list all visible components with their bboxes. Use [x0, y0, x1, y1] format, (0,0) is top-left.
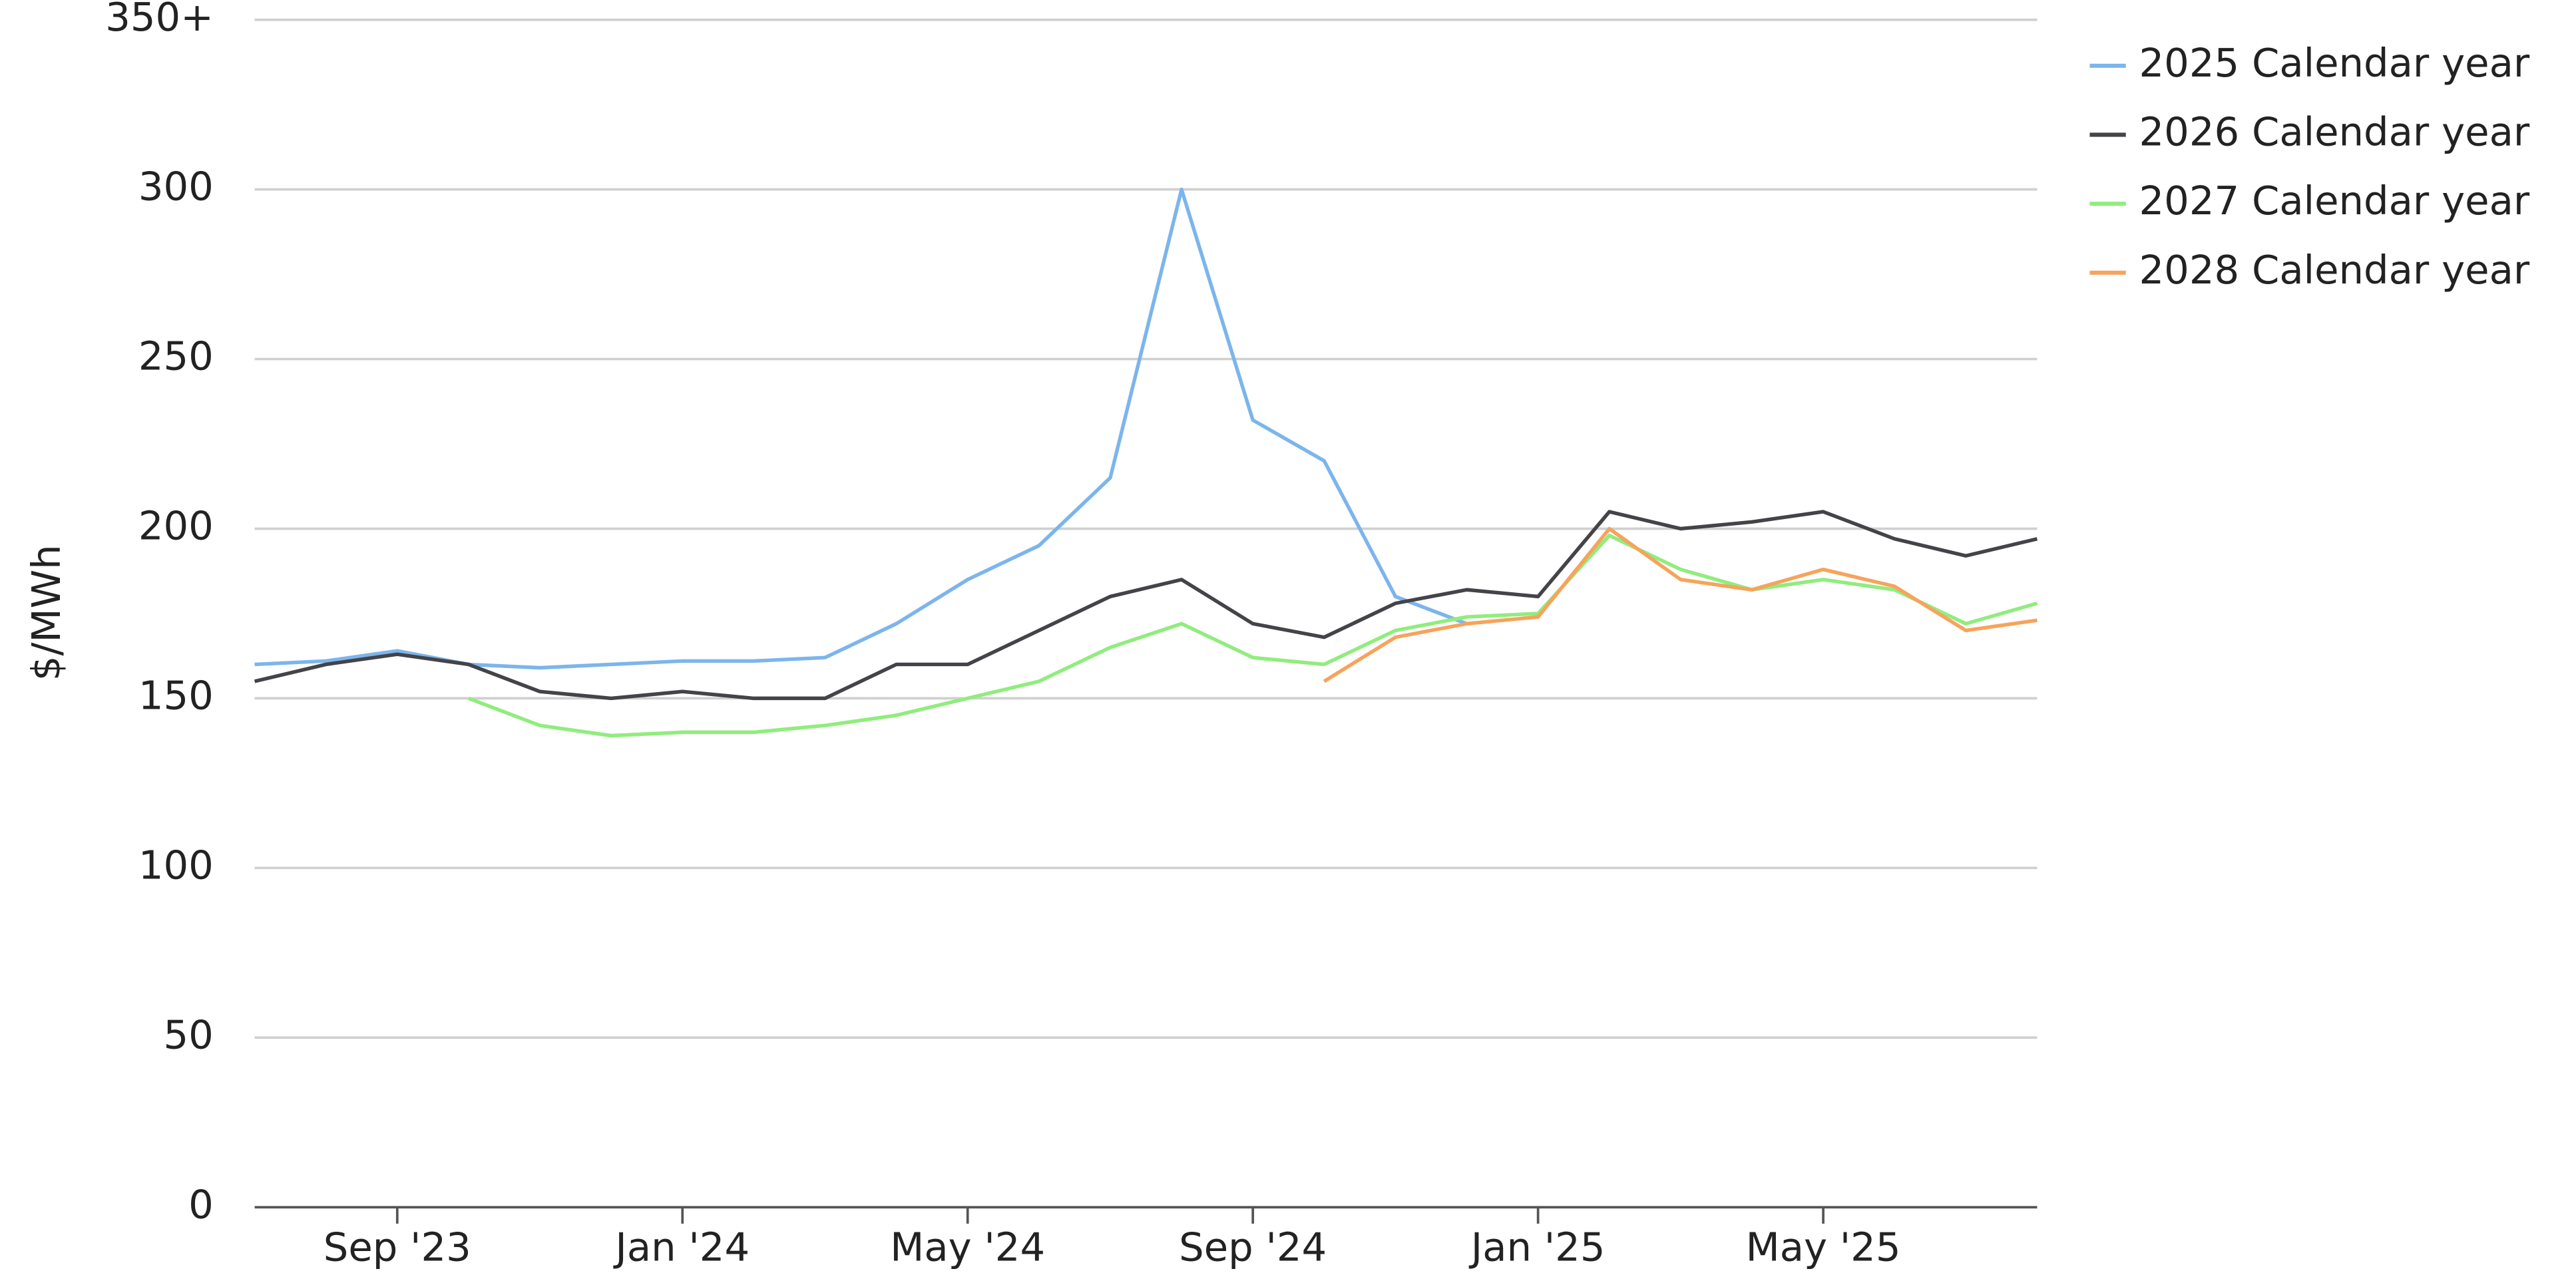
x-tick-label: Sep '24 [1179, 1224, 1327, 1270]
y-tick-label: 0 [188, 1181, 214, 1227]
y-axis-label: $/MWh [23, 544, 69, 681]
y-tick-label: 200 [138, 503, 214, 549]
x-tick-label: Jan '25 [1468, 1224, 1606, 1270]
series-line [1323, 526, 2038, 683]
legend-label[interactable]: 2028 Calendar year [2139, 247, 2529, 293]
y-tick-label: 350+ [105, 0, 214, 40]
legend-label[interactable]: 2025 Calendar year [2139, 40, 2529, 86]
x-tick-label: May '24 [890, 1224, 1045, 1270]
x-tick-label: May '25 [1746, 1224, 1901, 1270]
series-line [254, 510, 2038, 701]
x-tick-label: Sep '23 [323, 1224, 471, 1270]
legend-label[interactable]: 2027 Calendar year [2139, 178, 2529, 224]
y-tick-label: 150 [138, 673, 214, 719]
series-line [254, 187, 1468, 670]
y-tick-label: 300 [138, 164, 214, 210]
series-line [467, 533, 2038, 738]
x-tick-label: Jan '24 [612, 1224, 750, 1270]
y-tick-label: 250 [138, 333, 214, 379]
legend-label[interactable]: 2026 Calendar year [2139, 109, 2529, 155]
y-tick-label: 100 [138, 842, 214, 888]
y-tick-label: 50 [163, 1011, 213, 1057]
